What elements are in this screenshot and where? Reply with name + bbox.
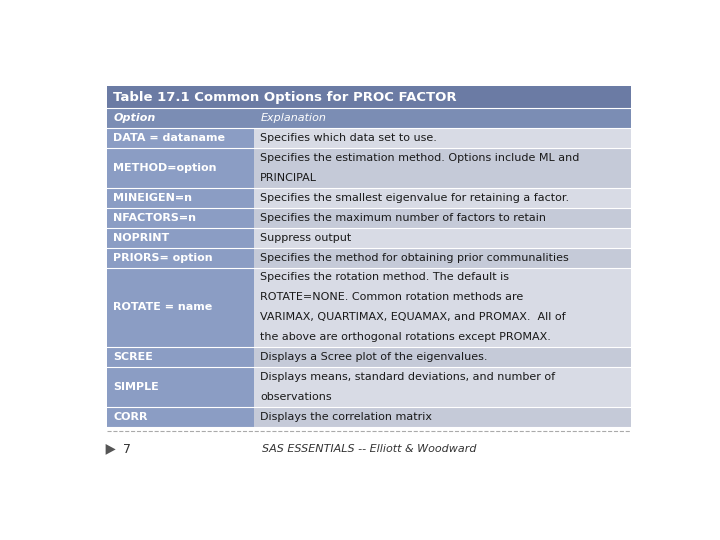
Text: Displays a Scree plot of the eigenvalues.: Displays a Scree plot of the eigenvalues… xyxy=(261,352,488,362)
FancyBboxPatch shape xyxy=(253,109,631,129)
Text: Specifies the maximum number of factors to retain: Specifies the maximum number of factors … xyxy=(261,213,546,223)
FancyBboxPatch shape xyxy=(107,129,253,148)
Text: Specifies the rotation method. The default is: Specifies the rotation method. The defau… xyxy=(261,273,509,282)
FancyBboxPatch shape xyxy=(253,248,631,267)
FancyBboxPatch shape xyxy=(107,85,631,109)
FancyBboxPatch shape xyxy=(253,267,631,347)
FancyBboxPatch shape xyxy=(107,347,253,367)
FancyBboxPatch shape xyxy=(107,228,253,248)
FancyBboxPatch shape xyxy=(253,148,631,188)
Text: ROTATE = name: ROTATE = name xyxy=(114,302,212,312)
Text: Displays the correlation matrix: Displays the correlation matrix xyxy=(261,411,432,422)
FancyBboxPatch shape xyxy=(107,407,253,427)
Text: Displays means, standard deviations, and number of: Displays means, standard deviations, and… xyxy=(261,372,555,382)
FancyBboxPatch shape xyxy=(253,228,631,248)
Text: ROTATE=NONE. Common rotation methods are: ROTATE=NONE. Common rotation methods are xyxy=(261,292,523,302)
Text: PRIORS= option: PRIORS= option xyxy=(114,253,213,262)
Text: observations: observations xyxy=(261,392,332,402)
FancyBboxPatch shape xyxy=(107,367,253,407)
Text: MINEIGEN=n: MINEIGEN=n xyxy=(114,193,192,203)
Polygon shape xyxy=(106,444,116,455)
FancyBboxPatch shape xyxy=(253,407,631,427)
Text: 7: 7 xyxy=(124,443,132,456)
FancyBboxPatch shape xyxy=(253,208,631,228)
FancyBboxPatch shape xyxy=(253,367,631,407)
Text: Specifies which data set to use.: Specifies which data set to use. xyxy=(261,133,437,143)
FancyBboxPatch shape xyxy=(253,129,631,148)
Text: Explanation: Explanation xyxy=(261,113,326,124)
FancyBboxPatch shape xyxy=(107,248,253,267)
FancyBboxPatch shape xyxy=(107,267,253,347)
Text: SIMPLE: SIMPLE xyxy=(114,382,159,392)
Text: PRINCIPAL: PRINCIPAL xyxy=(261,173,318,183)
Text: CORR: CORR xyxy=(114,411,148,422)
Text: Table 17.1 Common Options for PROC FACTOR: Table 17.1 Common Options for PROC FACTO… xyxy=(114,91,457,104)
Text: Suppress output: Suppress output xyxy=(261,233,351,242)
Text: the above are orthogonal rotations except PROMAX.: the above are orthogonal rotations excep… xyxy=(261,332,552,342)
Text: DATA = dataname: DATA = dataname xyxy=(114,133,225,143)
Text: Specifies the estimation method. Options include ML and: Specifies the estimation method. Options… xyxy=(261,153,580,163)
Text: VARIMAX, QUARTIMAX, EQUAMAX, and PROMAX.  All of: VARIMAX, QUARTIMAX, EQUAMAX, and PROMAX.… xyxy=(261,312,566,322)
Text: SAS ESSENTIALS -- Elliott & Woodward: SAS ESSENTIALS -- Elliott & Woodward xyxy=(262,444,476,455)
FancyBboxPatch shape xyxy=(253,188,631,208)
FancyBboxPatch shape xyxy=(107,109,253,129)
FancyBboxPatch shape xyxy=(107,188,253,208)
Text: NFACTORS=n: NFACTORS=n xyxy=(114,213,197,223)
Text: Specifies the method for obtaining prior communalities: Specifies the method for obtaining prior… xyxy=(261,253,569,262)
Text: Option: Option xyxy=(114,113,156,124)
FancyBboxPatch shape xyxy=(253,347,631,367)
FancyBboxPatch shape xyxy=(107,148,253,188)
Text: NOPRINT: NOPRINT xyxy=(114,233,170,242)
Text: METHOD=option: METHOD=option xyxy=(114,163,217,173)
Text: Specifies the smallest eigenvalue for retaining a factor.: Specifies the smallest eigenvalue for re… xyxy=(261,193,570,203)
FancyBboxPatch shape xyxy=(107,208,253,228)
Text: SCREE: SCREE xyxy=(114,352,153,362)
